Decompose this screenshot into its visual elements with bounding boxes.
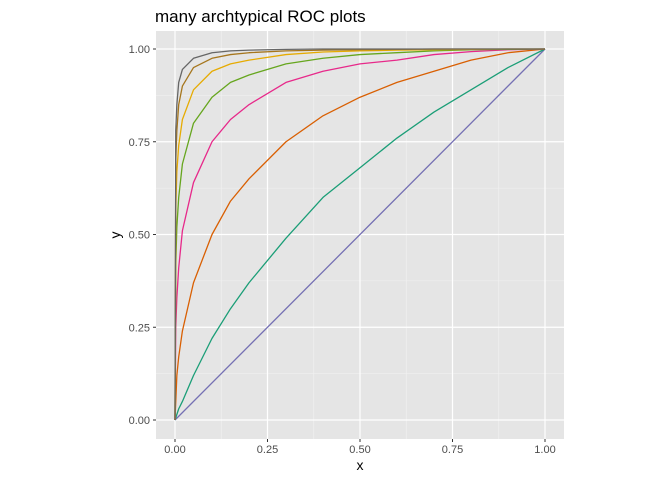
series-line-3 xyxy=(174,48,546,421)
series-line-1 xyxy=(174,48,546,421)
x-tick-label: 0.50 xyxy=(349,444,370,456)
series-line-4 xyxy=(174,48,546,421)
series-line-5 xyxy=(174,48,546,421)
y-tick-label: 0.25 xyxy=(129,322,150,334)
series-line-8 xyxy=(174,48,545,421)
series-lines xyxy=(174,48,546,421)
y-tick-label: 1.00 xyxy=(129,44,150,56)
x-tick-label: 0.75 xyxy=(442,444,463,456)
y-tick-label: 0.75 xyxy=(129,137,150,149)
y-tick-label: 0.00 xyxy=(129,415,150,427)
series-line-2 xyxy=(174,48,546,421)
x-axis-ticks: 0.00 0.25 0.50 0.75 1.00 xyxy=(164,439,556,456)
y-tick-label: 0.50 xyxy=(129,230,150,242)
y-axis-ticks: 0.00 0.25 0.50 0.75 1.00 xyxy=(129,44,156,427)
x-tick-label: 0.00 xyxy=(164,444,185,456)
x-axis-label: x xyxy=(357,457,364,473)
x-tick-label: 1.00 xyxy=(534,444,555,456)
chart-title: many archtypical ROC plots xyxy=(155,7,366,26)
x-tick-label: 0.25 xyxy=(257,444,278,456)
y-axis-label: y xyxy=(107,232,123,239)
